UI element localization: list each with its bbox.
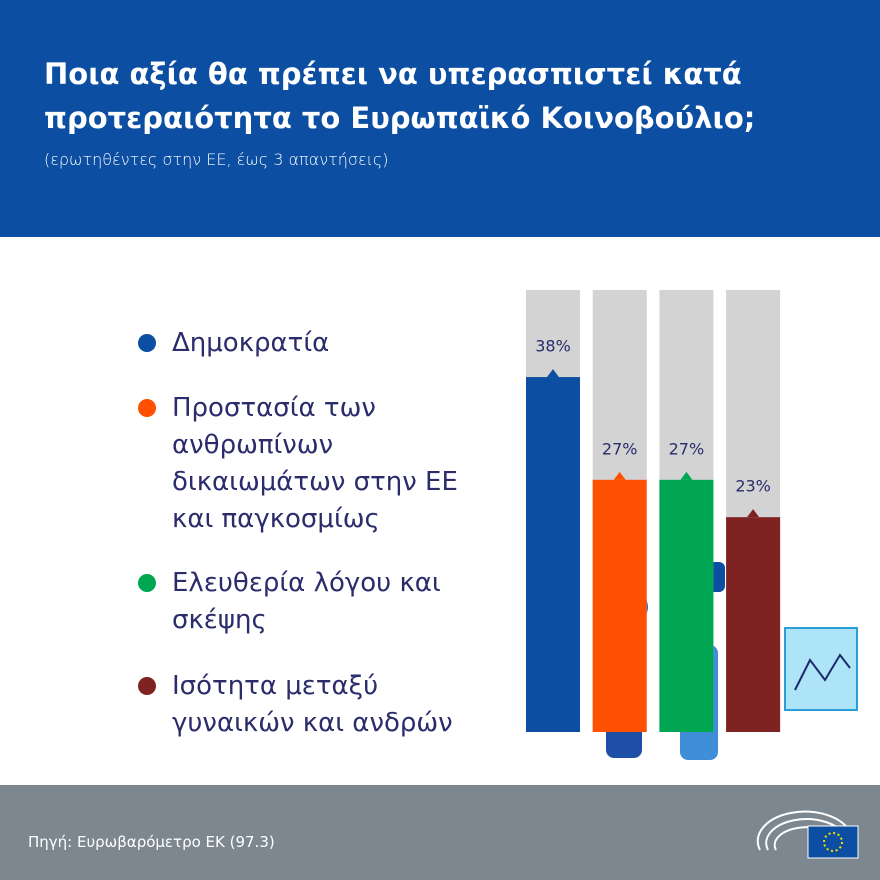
value-label: 27%	[602, 439, 638, 458]
bar-notch	[747, 509, 760, 518]
bar	[726, 517, 781, 732]
value-label: 23%	[735, 477, 771, 496]
legend-dot	[138, 334, 156, 352]
bar	[526, 377, 580, 732]
legend-dot	[138, 677, 156, 695]
header-band	[0, 0, 880, 237]
chart-subtitle: (ερωτηθέντες στην ΕΕ, έως 3 απαντήσεις)	[44, 150, 389, 169]
legend-item: Ισότητα μεταξύ γυναικών και ανδρών	[138, 668, 488, 742]
bar-notch	[680, 471, 693, 480]
ep-logo	[756, 810, 859, 859]
legend-item: Προστασία των ανθρωπίνων δικαιωμάτων στη…	[138, 390, 488, 538]
legend-label: Ισότητα μεταξύ γυναικών και ανδρών	[172, 671, 453, 738]
chart-title: Ποια αξία θα πρέπει να υπερασπιστεί κατά…	[44, 57, 756, 135]
bar-notch	[547, 369, 559, 378]
legend-dot	[138, 399, 156, 417]
legend-label: Ελευθερία λόγου και σκέψης	[172, 568, 441, 635]
source: Πηγή: Ευρωβαρόμετρο ΕΚ (97.3)	[28, 833, 275, 851]
legend-item: Δημοκρατία	[138, 325, 488, 362]
legend-dot	[138, 574, 156, 592]
bar	[659, 479, 714, 732]
footer-band	[0, 785, 880, 880]
legend-label: Προστασία των ανθρωπίνων δικαιωμάτων στη…	[172, 393, 458, 534]
value-label: 27%	[669, 439, 705, 458]
bar-notch	[613, 471, 626, 480]
bar	[592, 479, 647, 732]
legend-label: Δημοκρατία	[172, 328, 330, 358]
legend-item: Ελευθερία λόγου και σκέψης	[138, 565, 488, 639]
value-label: 38%	[535, 337, 571, 356]
